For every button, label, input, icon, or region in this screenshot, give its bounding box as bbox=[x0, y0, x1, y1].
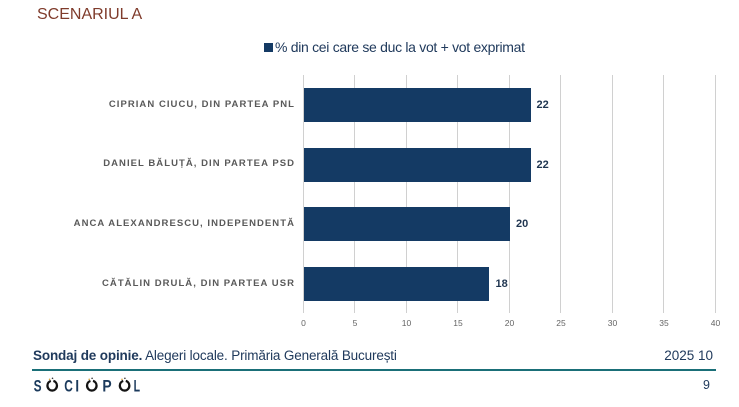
svg-text:L: L bbox=[134, 376, 141, 395]
svg-text:C: C bbox=[64, 378, 73, 397]
svg-text:I: I bbox=[75, 377, 79, 396]
svg-text:S: S bbox=[34, 378, 42, 397]
svg-text:P: P bbox=[102, 377, 111, 396]
